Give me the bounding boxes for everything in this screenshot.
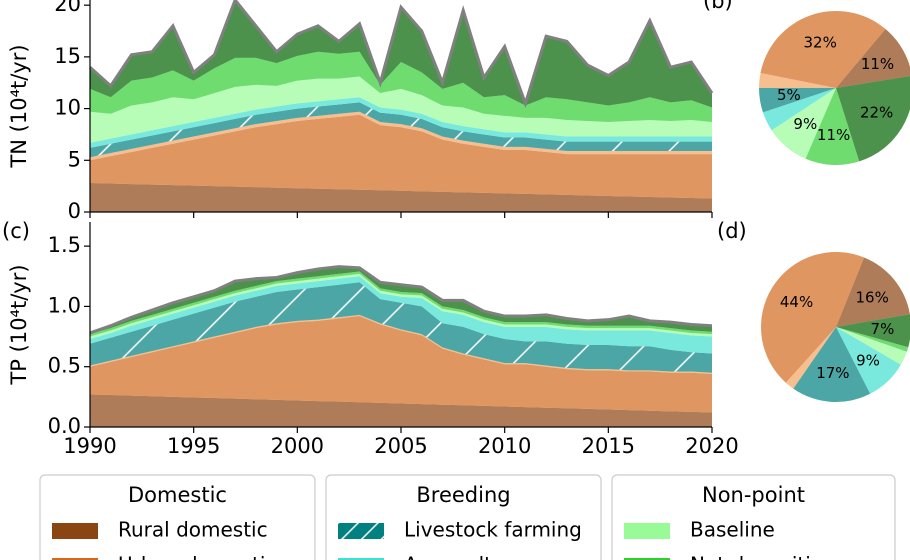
legend-box: [611, 474, 896, 560]
area: [90, 114, 712, 199]
pie-label: 5%: [777, 86, 801, 104]
pie-slice: [759, 72, 836, 88]
pie-label: 22%: [860, 104, 893, 122]
legend-swatch: [52, 558, 98, 560]
legend-label: Baseline: [690, 518, 775, 542]
pie-slice: [762, 88, 836, 131]
pie-slice: [805, 88, 860, 165]
y-tick-label: 1.0: [48, 293, 81, 317]
area: [90, 183, 712, 212]
pie-label: 7%: [871, 320, 895, 338]
y-tick-label: 0.5: [48, 354, 81, 378]
y-tick-label: 10: [54, 96, 81, 120]
total-outline: [88, 0, 714, 109]
y-tick-label: 5: [68, 147, 81, 171]
panel-label: (d): [717, 219, 747, 243]
y-tick-label: 0.0: [48, 414, 81, 438]
legend-label: Rural domestic: [118, 518, 268, 542]
panel-label: (c): [2, 219, 30, 243]
area: [90, 276, 712, 354]
legend-swatch: [338, 558, 384, 560]
area-hatch: [90, 102, 712, 158]
legend-swatch-hatch: [338, 523, 384, 539]
legend-label: Urban domestic: [118, 553, 276, 560]
area: [90, 314, 712, 374]
y-tick-label: 1.5: [48, 233, 81, 257]
x-tick-label: 2020: [685, 434, 738, 458]
area: [90, 316, 712, 413]
pie-label: 9%: [856, 351, 880, 369]
pie-label: 11%: [817, 126, 850, 144]
pie-label: 32%: [803, 33, 836, 51]
panel-label: (b): [703, 0, 733, 13]
x-tick-label: 2015: [582, 434, 635, 458]
legend-swatch: [624, 558, 670, 560]
legend-box: [325, 474, 602, 560]
pie-slice: [793, 327, 871, 403]
x-tick-label: 2005: [374, 434, 427, 458]
x-tick-label: 2010: [478, 434, 531, 458]
x-tick-label: 1990: [63, 434, 116, 458]
area-hatch: [90, 282, 712, 373]
pie-slice: [836, 327, 909, 352]
legend-label: Aquaculture: [404, 553, 525, 560]
pie-slice: [836, 327, 907, 365]
y-tick-label: 0: [68, 199, 81, 223]
pie-label: 11%: [861, 55, 894, 73]
pie-slice: [836, 257, 910, 327]
y-axis-label: TN (10⁴t/yr): [7, 44, 31, 168]
y-tick-label: 15: [54, 44, 81, 68]
legend-box: [39, 474, 316, 560]
pie-label: 44%: [780, 293, 813, 311]
area: [90, 394, 712, 427]
pie-slice: [785, 327, 836, 389]
area: [90, 97, 712, 148]
area: [90, 76, 712, 143]
pie-label: 17%: [816, 364, 849, 382]
pie-label: 16%: [856, 288, 889, 306]
pie-label: 9%: [793, 115, 817, 133]
area: [90, 0, 712, 108]
legend-label: Livestock farming: [404, 518, 582, 542]
x-tick-label: 2000: [271, 434, 324, 458]
pie-slice: [759, 87, 836, 113]
pie-slice: [836, 29, 910, 88]
pie-slice: [760, 10, 886, 88]
legend-label: Net deposition: [690, 553, 836, 560]
legend-title: Non-point: [702, 483, 805, 507]
pie-slice: [760, 251, 865, 383]
legend-title: Domestic: [128, 483, 227, 507]
pie-slice: [836, 76, 910, 162]
legend-swatch: [52, 523, 98, 539]
pie-slice: [771, 88, 836, 159]
pie-slice: [836, 314, 910, 348]
total-outline: [89, 265, 713, 335]
legend-swatch: [624, 523, 670, 539]
x-tick-label: 1995: [167, 434, 220, 458]
y-axis-label: TP (10⁴t/yr): [7, 264, 31, 385]
pie-slice: [836, 327, 901, 394]
area: [90, 51, 712, 123]
y-tick-label: 20: [54, 0, 81, 16]
legend-title: Breeding: [416, 483, 510, 507]
